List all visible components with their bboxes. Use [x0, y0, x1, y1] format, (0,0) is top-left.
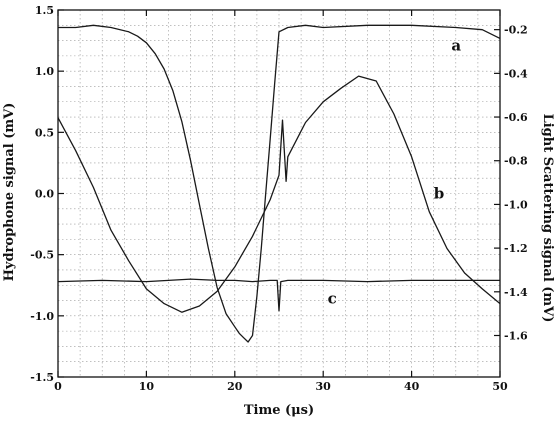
y-right-tick-label: -0.6 [504, 111, 528, 124]
curve-labels: a b c [328, 36, 462, 307]
y-left-tick-label: 1.5 [35, 4, 54, 17]
x-tick-label: 20 [227, 380, 243, 393]
series-line-b [57, 75, 501, 313]
y-right-tick-label: -1.4 [504, 286, 528, 299]
y-left-tick-label: -1.0 [30, 310, 54, 323]
traces [57, 24, 501, 343]
series-line-c [57, 278, 500, 312]
y-left-tick-label: -1.5 [30, 371, 54, 384]
x-tick-label: 40 [404, 380, 420, 393]
y-right-tick-label: -0.2 [504, 24, 528, 37]
curve-label-c: c [328, 290, 337, 308]
x-tick-label: 0 [54, 380, 62, 393]
y-left-tick-label: -0.5 [30, 249, 54, 262]
y-left-tick-label: 0.5 [35, 126, 54, 139]
x-tick-label: 30 [316, 380, 332, 393]
y-right-tick-label: -0.8 [504, 155, 528, 168]
curve-label-a: a [451, 36, 461, 54]
y-right-tick-label: -1.2 [504, 242, 528, 255]
ticks: 0 10 20 30 40 50 1.5 1.0 0.5 0.0 -0.5 -1.0 -1.5 -0.2 -… [30, 4, 528, 393]
y-left-tick-label: 1.0 [35, 65, 54, 78]
x-tick-label: 10 [139, 380, 155, 393]
y-right-tick-label: -0.4 [504, 67, 528, 80]
x-axis-title: Time (μs) [244, 403, 314, 418]
y-axis-left-title: Hydrophone signal (mV) [2, 103, 17, 282]
y-right-tick-label: -1.6 [504, 329, 528, 342]
grid [58, 10, 500, 377]
y-right-tick-label: -1.0 [504, 198, 528, 211]
series-line-a [58, 24, 501, 343]
x-tick-label: 50 [492, 380, 508, 393]
curve-label-b: b [434, 184, 445, 202]
y-axis-right-title: Light Scattering signal (mV) [540, 114, 555, 323]
y-left-tick-label: 0.0 [35, 188, 54, 201]
